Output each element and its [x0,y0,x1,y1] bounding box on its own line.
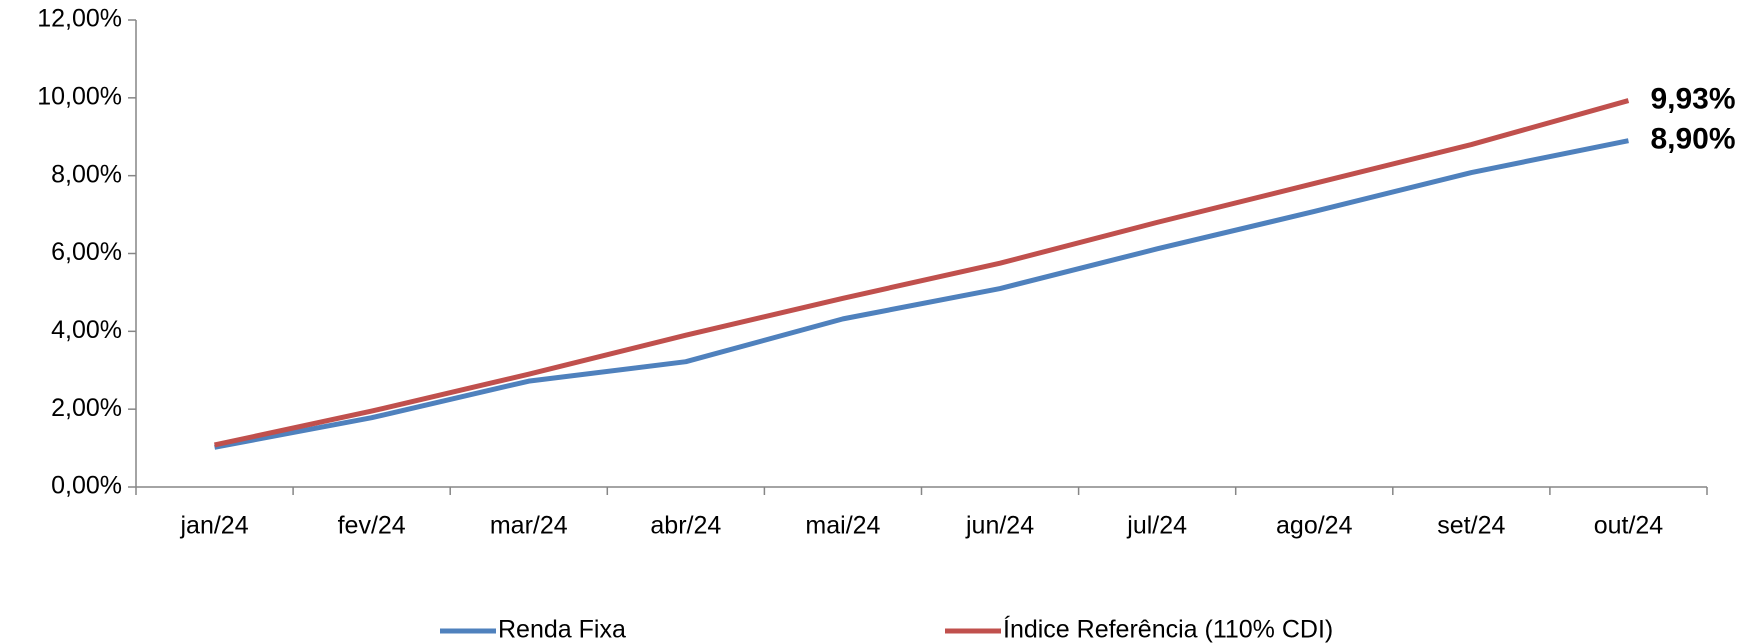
y-tick-label: 8,00% [51,160,122,188]
y-tick-label: 6,00% [51,238,122,266]
legend-label: Índice Referência (110% CDI) [1003,615,1333,644]
series-line [214,138,1629,450]
y-tick-label: 0,00% [51,472,122,500]
x-tick-label: jun/24 [965,512,1034,540]
x-tick-label: jul/24 [1126,512,1187,540]
x-tick-label: fev/24 [338,512,406,540]
legend-label: Renda Fixa [498,616,626,644]
x-tick-label: out/24 [1594,512,1664,540]
data-label: 8,90% [1650,123,1735,156]
y-tick-label: 2,00% [51,394,122,422]
x-tick-label: jan/24 [179,512,248,540]
x-tick-label: set/24 [1437,512,1505,540]
y-tick-label: 10,00% [37,82,122,110]
series-line [214,98,1630,448]
y-tick-label: 4,00% [51,316,122,344]
y-tick-label: 12,00% [37,5,122,33]
x-tick-label: mai/24 [805,512,880,540]
x-tick-label: ago/24 [1276,512,1353,540]
x-tick-label: mar/24 [490,512,568,540]
x-tick-label: abr/24 [650,512,721,540]
data-label: 9,93% [1650,82,1735,115]
